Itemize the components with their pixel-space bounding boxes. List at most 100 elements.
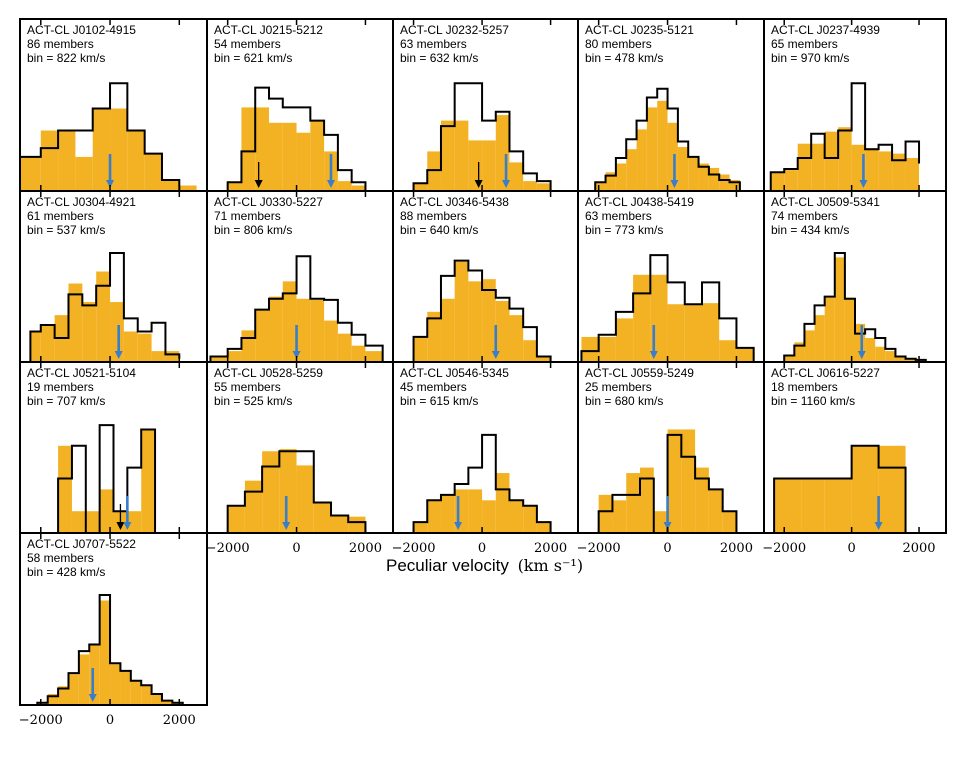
filled-bar [814,315,825,362]
outline-histogram [226,450,367,533]
filled-bar [855,323,866,362]
filled-bar [241,330,256,362]
panel-member-count: 74 members [771,209,838,223]
filled-bar [282,281,297,362]
filled-bar [310,120,325,191]
x-axis-label: Peculiar velocity (km s⁻¹) [386,556,583,575]
filled-bar [523,505,537,533]
panel-bin-width: bin = 478 km/s [585,51,663,65]
panel-cluster-name: ACT-CL J0521-5104 [27,366,136,380]
panel-cluster-name: ACT-CL J0707-5522 [27,537,136,551]
filled-bar [885,351,896,362]
filled-bar [536,356,551,362]
filled-bar [296,298,311,362]
filled-bar [351,185,366,191]
filled-bar [47,694,59,705]
panel-frame [19,532,208,706]
panel-cluster-name: ACT-CL J0559-5249 [585,366,694,380]
filled-bar [89,643,100,705]
panel-member-count: 55 members [214,380,281,394]
panel-member-count: 45 members [400,380,467,394]
outline-histogram [19,82,181,191]
filled-bar [337,181,352,191]
filled-bar [695,467,709,533]
filled-bar [244,480,263,533]
x-tick-label: −2000 [206,541,250,556]
outline-histogram [29,252,181,362]
filled-bar [536,522,551,533]
panel-bin-width: bin = 525 km/s [214,394,292,408]
mean-velocity-arrow-blue-head [106,180,115,188]
filled-bar [722,511,737,533]
filled-bar [310,299,325,362]
x-tick-label: 0 [663,541,671,556]
panel-bin-width: bin = 806 km/s [214,223,292,237]
filled-bar [784,355,795,362]
x-tick-label: −2000 [577,541,621,556]
filled-bar [331,515,349,533]
filled-bar [85,511,100,533]
filled-bar [626,473,640,533]
filled-bar [110,302,124,362]
filled-bar [774,478,802,533]
filled-bar [348,516,366,533]
mean-velocity-arrow-blue [491,325,500,359]
filled-bar [78,654,90,705]
mean-velocity-arrow-blue-head [491,351,500,359]
panel-member-count: 63 members [585,209,652,223]
filled-bar [172,702,183,705]
mean-velocity-arrow-blue [282,496,291,530]
filled-bar [636,129,647,191]
filled-bar [454,261,469,362]
filled-bar [68,674,79,705]
filled-bar [523,340,537,362]
filled-bar [811,143,825,191]
panel-cluster-name: ACT-CL J0546-5345 [400,366,509,380]
filled-bar [120,670,131,705]
panel-cluster-name: ACT-CL J0215-5212 [214,23,323,37]
mean-velocity-arrow-blue [123,496,132,530]
filled-bar [895,356,906,362]
filled-bar [905,158,920,191]
outline-histogram [594,87,741,191]
filled-bar [824,131,839,191]
filled-bar [495,115,510,191]
panel-member-count: 58 members [27,551,94,565]
filled-bar [615,163,627,191]
panel-cluster-name: ACT-CL J0304-4921 [27,195,136,209]
mean-velocity-arrow-blue [670,154,679,188]
filled-bar [37,702,48,705]
filled-bar [141,685,152,705]
filled-bar [227,351,242,362]
filled-bar [482,140,496,191]
filled-bar [413,183,428,191]
filled-bar [653,511,668,533]
filled-bar [523,181,537,191]
mean-velocity-arrow-blue-head [859,180,868,188]
mean-velocity-arrow-blue [859,154,868,188]
filled-bar [824,297,835,362]
filled-bar [296,132,311,191]
filled-bar [141,429,156,533]
filled-bar [677,147,689,191]
x-tick-label: 2000 [534,541,567,556]
panel-bin-width: bin = 707 km/s [27,394,105,408]
panel-member-count: 71 members [214,209,281,223]
filled-bar [413,522,428,533]
filled-bar [130,680,142,705]
mean-velocity-arrow-blue-head [502,180,511,188]
filled-bar [851,445,879,533]
mean-velocity-arrow-blue-head [327,180,335,188]
panel-bin-width: bin = 434 km/s [771,223,849,237]
filled-bar [667,122,678,191]
filled-bar [110,108,128,191]
filled-bar [509,162,524,191]
x-tick-label: 2000 [349,541,382,556]
mean-velocity-arrow-blue-head [670,180,679,188]
